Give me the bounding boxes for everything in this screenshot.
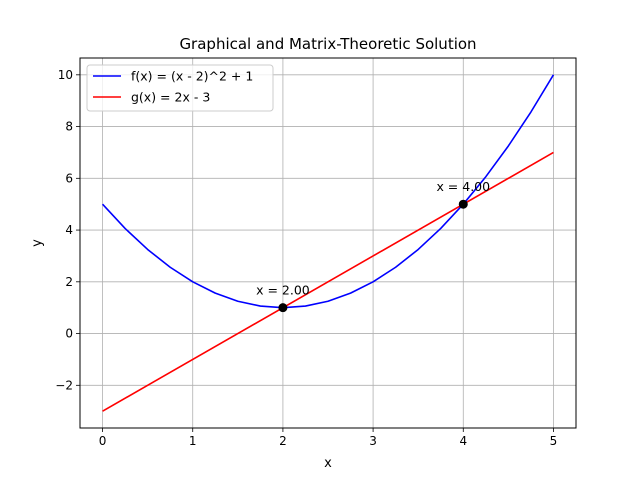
intersection-label-1: x = 2.00 (256, 283, 310, 298)
grid (80, 58, 576, 428)
y-axis-ticks: −2 0 2 4 6 8 10 (55, 68, 80, 392)
series-line-1 (101, 74, 555, 309)
x-tick-label: 0 (99, 434, 107, 448)
chart-title: Graphical and Matrix-Theoretic Solution (179, 35, 476, 53)
y-tick-label: 8 (65, 120, 73, 134)
y-tick-label: 10 (58, 68, 73, 82)
legend: f(x) = (x - 2)^2 + 1 g(x) = 2x - 3 (86, 64, 274, 112)
x-tick-label: 1 (189, 434, 197, 448)
legend-label-2: g(x) = 2x - 3 (131, 90, 210, 105)
x-tick-label: 4 (459, 434, 467, 448)
y-tick-label: −2 (55, 378, 73, 392)
legend-label-1: f(x) = (x - 2)^2 + 1 (131, 69, 253, 84)
plot-frame (79, 57, 577, 429)
y-tick-label: 6 (65, 171, 73, 185)
y-tick-label: 4 (65, 223, 73, 237)
y-tick-label: 0 (65, 327, 73, 341)
plot-lines (101, 74, 555, 412)
x-tick-label: 3 (369, 434, 377, 448)
y-tick-label: 2 (65, 275, 73, 289)
x-tick-label: 2 (279, 434, 287, 448)
intersection-label-2: x = 4.00 (436, 179, 490, 194)
intersection-point-2 (458, 199, 468, 209)
plot-points: x = 2.00 x = 4.00 (256, 179, 490, 313)
intersection-point-1 (278, 303, 288, 313)
series-line-2 (102, 151, 554, 412)
y-axis-label: y (30, 239, 45, 247)
x-axis-label: x (324, 456, 332, 471)
legend-box (86, 64, 274, 112)
x-axis-ticks: 0 1 2 3 4 5 (99, 428, 558, 448)
x-tick-label: 5 (550, 434, 558, 448)
